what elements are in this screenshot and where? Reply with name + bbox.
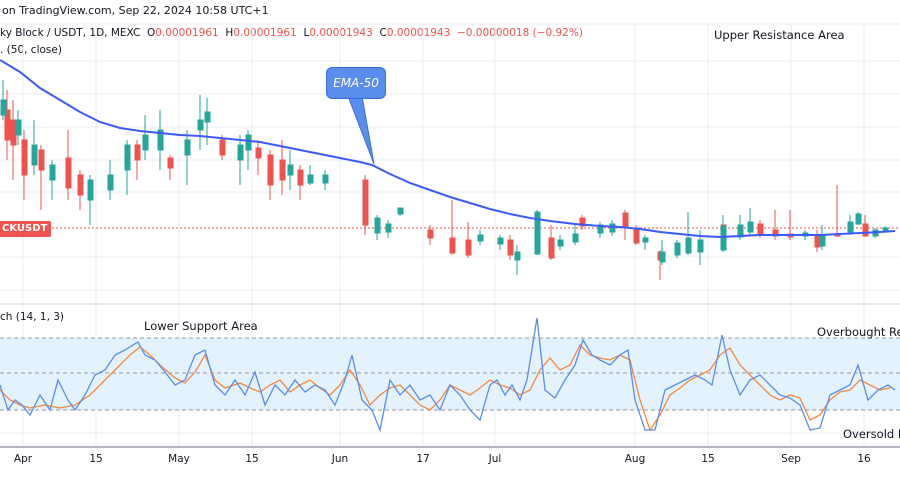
stoch-d-line	[0, 343, 891, 432]
ema-50-line	[0, 59, 896, 239]
upper-resistance-label: Upper Resistance Area	[714, 28, 845, 42]
symbol-label[interactable]: ky Block / USDT, 1D, MEXC	[0, 27, 141, 39]
high-value: 0.00001961	[233, 27, 297, 39]
ema-callout: EMA-50	[326, 67, 386, 99]
x-tick: 15	[245, 453, 259, 465]
oversold-label: Oversold R	[843, 427, 900, 441]
change-value: −0.00000018 (−0.92%)	[456, 27, 583, 39]
lower-support-label: Lower Support Area	[144, 319, 258, 333]
x-tick: May	[168, 453, 190, 465]
x-tick: Jun	[331, 453, 349, 465]
stoch-k-line	[0, 317, 896, 433]
x-tick: 15	[89, 453, 103, 465]
x-tick: Jul	[488, 453, 502, 465]
price-scale-symbol-label: CKUSDT	[0, 221, 52, 237]
ema-legend[interactable]: . (50, close)	[0, 44, 62, 56]
x-tick: 17	[416, 453, 430, 465]
candlesticks	[0, 80, 889, 280]
ema-callout-pointer	[347, 95, 375, 165]
stoch-band	[0, 338, 900, 410]
chart-header: on TradingView.com, Sep 22, 2024 10:58 U…	[2, 4, 269, 17]
close-value: 0.00001943	[386, 27, 451, 39]
ohlc-legend: ky Block / USDT, 1D, MEXC O0.00001961 H0…	[0, 27, 583, 39]
low-value: 0.00001943	[309, 27, 373, 39]
x-tick: Aug	[624, 453, 646, 465]
x-tick: 16	[857, 453, 871, 465]
stoch-legend[interactable]: ch (14, 1, 3)	[0, 311, 65, 323]
open-value: 0.00001961	[155, 27, 219, 39]
x-tick: Sep	[781, 453, 801, 465]
x-tick: 15	[701, 453, 715, 465]
time-axis[interactable]: Apr 15 May 15 Jun 17 Jul Aug 15 Sep 16	[0, 446, 900, 470]
x-tick: Apr	[13, 453, 33, 465]
overbought-label: Overbought Reg	[817, 325, 900, 339]
